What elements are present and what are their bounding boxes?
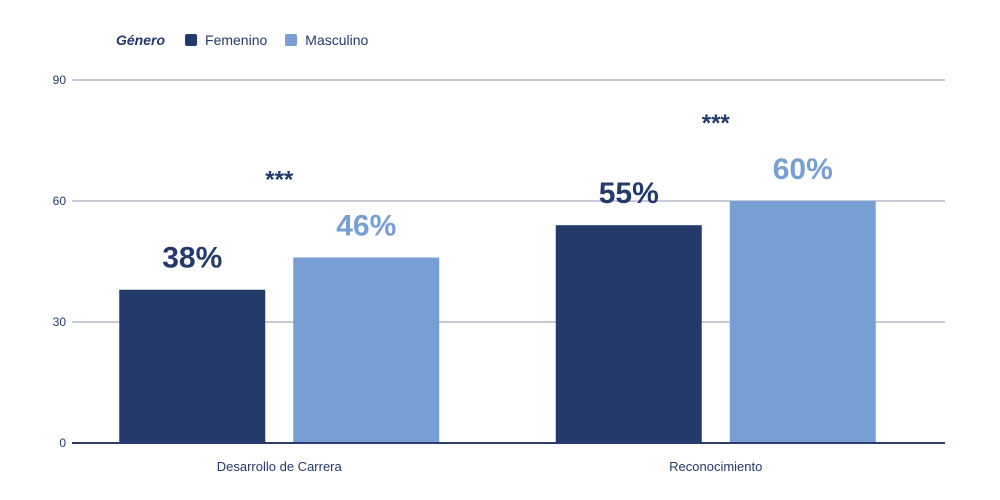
legend-swatch-femenino bbox=[185, 34, 198, 46]
y-tick-label: 30 bbox=[53, 315, 67, 329]
data-label: 55% bbox=[599, 177, 659, 210]
significance-annotation: *** bbox=[702, 110, 731, 137]
legend-swatch-masculino bbox=[285, 34, 298, 46]
legend-title: Género bbox=[116, 32, 166, 48]
significance-annotation: *** bbox=[265, 166, 294, 193]
data-label: 38% bbox=[162, 242, 222, 275]
legend-item-masculino: Masculino bbox=[285, 32, 368, 48]
data-label: 46% bbox=[336, 209, 396, 242]
y-tick-label: 60 bbox=[53, 194, 67, 208]
bar-masculino bbox=[293, 257, 440, 443]
x-category-label: Desarrollo de Carrera bbox=[217, 459, 343, 474]
legend: Género Femenino Masculino bbox=[116, 30, 386, 50]
legend-item-femenino: Femenino bbox=[185, 32, 267, 48]
bar-femenino bbox=[119, 289, 266, 443]
bar-femenino bbox=[555, 225, 702, 443]
legend-label-femenino: Femenino bbox=[205, 32, 268, 48]
x-category-label: Reconocimiento bbox=[669, 459, 762, 474]
y-tick-label: 0 bbox=[59, 436, 66, 450]
bar-masculino bbox=[729, 201, 876, 443]
legend-label-masculino: Masculino bbox=[305, 32, 369, 48]
data-label: 60% bbox=[773, 153, 833, 186]
y-tick-label: 90 bbox=[53, 73, 67, 87]
